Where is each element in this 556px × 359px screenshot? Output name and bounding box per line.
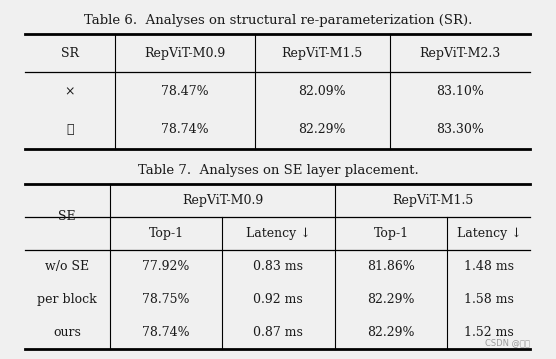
Text: 78.74%: 78.74% (161, 123, 209, 136)
Text: RepViT-M2.3: RepViT-M2.3 (419, 47, 500, 60)
Text: 1.58 ms: 1.58 ms (464, 293, 514, 306)
Text: 82.09%: 82.09% (298, 85, 346, 98)
Text: 82.29%: 82.29% (368, 293, 415, 306)
Text: ours: ours (53, 326, 81, 339)
Text: 78.74%: 78.74% (142, 326, 190, 339)
Text: RepViT-M0.9: RepViT-M0.9 (145, 47, 226, 60)
Text: RepViT-M1.5: RepViT-M1.5 (281, 47, 363, 60)
Text: Top-1: Top-1 (374, 227, 409, 240)
Text: 0.87 ms: 0.87 ms (253, 326, 303, 339)
Text: RepViT-M0.9: RepViT-M0.9 (182, 194, 263, 207)
Text: RepViT-M1.5: RepViT-M1.5 (392, 194, 473, 207)
Text: per block: per block (37, 293, 97, 306)
Text: Table 6.  Analyses on structural re-parameterization (SR).: Table 6. Analyses on structural re-param… (84, 14, 472, 27)
Text: CSDN @叶丹: CSDN @叶丹 (485, 338, 530, 347)
Text: 77.92%: 77.92% (142, 260, 190, 273)
Text: ×: × (64, 85, 75, 98)
Text: 1.52 ms: 1.52 ms (464, 326, 514, 339)
Text: 83.30%: 83.30% (436, 123, 484, 136)
Text: w/o SE: w/o SE (45, 260, 89, 273)
Text: 0.92 ms: 0.92 ms (253, 293, 303, 306)
Text: SE: SE (58, 210, 76, 224)
Text: 0.83 ms: 0.83 ms (253, 260, 303, 273)
Text: 82.29%: 82.29% (298, 123, 346, 136)
Text: 83.10%: 83.10% (436, 85, 484, 98)
Text: 82.29%: 82.29% (368, 326, 415, 339)
Text: Table 7.  Analyses on SE layer placement.: Table 7. Analyses on SE layer placement. (138, 164, 418, 177)
Text: Latency ↓: Latency ↓ (246, 227, 310, 240)
Text: ✓: ✓ (66, 123, 74, 136)
Text: 81.86%: 81.86% (367, 260, 415, 273)
Text: Top-1: Top-1 (148, 227, 183, 240)
Text: Latency ↓: Latency ↓ (456, 227, 522, 240)
Text: 78.75%: 78.75% (142, 293, 190, 306)
Text: SR: SR (61, 47, 79, 60)
Text: 78.47%: 78.47% (161, 85, 209, 98)
Text: 1.48 ms: 1.48 ms (464, 260, 514, 273)
